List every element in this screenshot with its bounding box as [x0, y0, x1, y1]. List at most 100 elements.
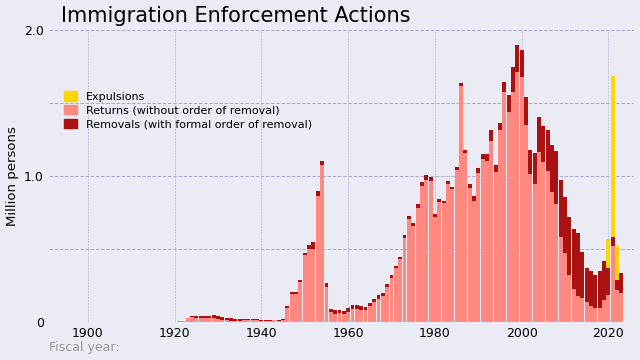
- Bar: [264, 320, 268, 321]
- Bar: [559, 180, 563, 237]
- Bar: [403, 238, 406, 322]
- Bar: [181, 321, 185, 322]
- Bar: [351, 305, 355, 309]
- Bar: [268, 321, 272, 322]
- Bar: [407, 216, 411, 219]
- Bar: [550, 145, 554, 192]
- Bar: [359, 310, 363, 322]
- Bar: [476, 168, 480, 173]
- Bar: [203, 316, 207, 318]
- Bar: [237, 321, 242, 322]
- Bar: [576, 233, 580, 296]
- Bar: [207, 318, 211, 322]
- Bar: [359, 306, 363, 310]
- Bar: [429, 181, 433, 322]
- Bar: [485, 154, 489, 161]
- Bar: [376, 295, 380, 298]
- Bar: [515, 45, 519, 72]
- Bar: [546, 130, 550, 171]
- Bar: [381, 293, 385, 296]
- Bar: [246, 320, 250, 322]
- Bar: [333, 314, 337, 322]
- Bar: [615, 246, 619, 280]
- Bar: [342, 314, 346, 322]
- Bar: [615, 290, 619, 322]
- Bar: [351, 309, 355, 322]
- Bar: [355, 309, 359, 322]
- Bar: [459, 86, 463, 322]
- Bar: [541, 126, 545, 162]
- Bar: [585, 268, 589, 302]
- Bar: [273, 320, 276, 322]
- Bar: [620, 293, 623, 322]
- Bar: [620, 273, 623, 293]
- Bar: [234, 321, 237, 322]
- Bar: [424, 180, 428, 322]
- Bar: [580, 298, 584, 322]
- Bar: [502, 93, 506, 322]
- Bar: [498, 130, 502, 322]
- Bar: [602, 261, 606, 300]
- Bar: [481, 159, 484, 322]
- Bar: [303, 253, 307, 255]
- Bar: [385, 287, 389, 322]
- Bar: [385, 284, 389, 287]
- Bar: [329, 309, 333, 311]
- Bar: [398, 259, 402, 322]
- Bar: [568, 217, 572, 275]
- Bar: [225, 318, 228, 320]
- Text: Immigration Enforcement Actions: Immigration Enforcement Actions: [61, 5, 410, 26]
- Bar: [320, 165, 324, 322]
- Bar: [507, 95, 511, 112]
- Bar: [242, 319, 246, 320]
- Bar: [220, 320, 224, 322]
- Bar: [298, 280, 302, 282]
- Bar: [229, 318, 233, 321]
- Bar: [398, 257, 402, 259]
- Bar: [415, 208, 419, 322]
- Bar: [342, 311, 346, 314]
- Bar: [585, 302, 589, 322]
- Bar: [580, 252, 584, 298]
- Bar: [285, 307, 289, 322]
- Bar: [333, 310, 337, 314]
- Bar: [433, 215, 437, 217]
- Bar: [394, 266, 398, 268]
- Bar: [433, 217, 437, 322]
- Bar: [303, 255, 307, 322]
- Bar: [329, 311, 333, 322]
- Bar: [324, 287, 328, 322]
- Bar: [312, 249, 316, 322]
- Bar: [437, 202, 441, 322]
- Bar: [346, 308, 350, 312]
- Bar: [524, 98, 528, 125]
- Bar: [390, 275, 394, 278]
- Bar: [212, 318, 216, 322]
- Bar: [615, 280, 619, 290]
- Bar: [281, 319, 285, 320]
- Bar: [368, 306, 372, 322]
- Bar: [490, 140, 493, 322]
- Bar: [451, 187, 454, 189]
- Bar: [307, 245, 311, 249]
- Bar: [554, 151, 558, 204]
- Bar: [324, 283, 328, 287]
- Bar: [190, 317, 194, 322]
- Bar: [468, 188, 472, 322]
- Bar: [424, 175, 428, 180]
- Bar: [290, 292, 294, 294]
- Bar: [229, 321, 233, 322]
- Bar: [451, 189, 454, 322]
- Bar: [307, 249, 311, 322]
- Bar: [481, 154, 484, 159]
- Bar: [337, 310, 341, 314]
- Bar: [285, 306, 289, 307]
- Bar: [281, 320, 285, 322]
- Bar: [355, 305, 359, 309]
- Bar: [216, 316, 220, 319]
- Bar: [598, 308, 602, 322]
- Bar: [485, 161, 489, 322]
- Bar: [589, 306, 593, 322]
- Bar: [420, 181, 424, 186]
- Bar: [316, 196, 320, 322]
